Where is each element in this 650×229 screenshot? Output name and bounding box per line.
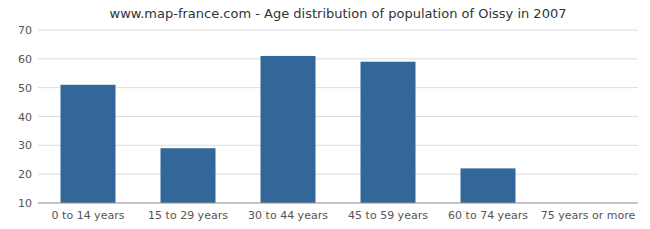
bar [461, 168, 516, 203]
y-tick-label: 50 [18, 82, 32, 95]
grid [38, 30, 638, 203]
bar [261, 56, 316, 203]
y-tick-label: 40 [18, 111, 32, 124]
bars [61, 56, 516, 203]
x-tick-label: 60 to 74 years [448, 209, 528, 222]
chart-title: www.map-france.com - Age distribution of… [110, 6, 567, 21]
grid-line [38, 87, 638, 88]
x-tick-label: 75 years or more [541, 209, 636, 222]
bar [61, 85, 116, 203]
x-tick-label: 30 to 44 years [248, 209, 328, 222]
grid-line [38, 116, 638, 117]
grid-line [38, 145, 638, 146]
chart-container: www.map-france.com - Age distribution of… [0, 0, 650, 229]
grid-line [38, 30, 638, 31]
x-tick-label: 15 to 29 years [148, 209, 228, 222]
grid-line [38, 203, 638, 204]
x-tick-label: 45 to 59 years [348, 209, 428, 222]
y-tick-label: 20 [18, 168, 32, 181]
x-axis-line [38, 203, 638, 204]
grid-line [38, 58, 638, 59]
x-tick-label: 0 to 14 years [52, 209, 125, 222]
chart-svg: www.map-france.com - Age distribution of… [0, 0, 650, 229]
y-tick-label: 30 [18, 139, 32, 152]
bar [161, 148, 216, 203]
y-tick-label: 10 [18, 197, 32, 210]
grid-line [38, 174, 638, 175]
bar [361, 62, 416, 203]
y-tick-label: 60 [18, 53, 32, 66]
y-tick-label: 70 [18, 24, 32, 37]
